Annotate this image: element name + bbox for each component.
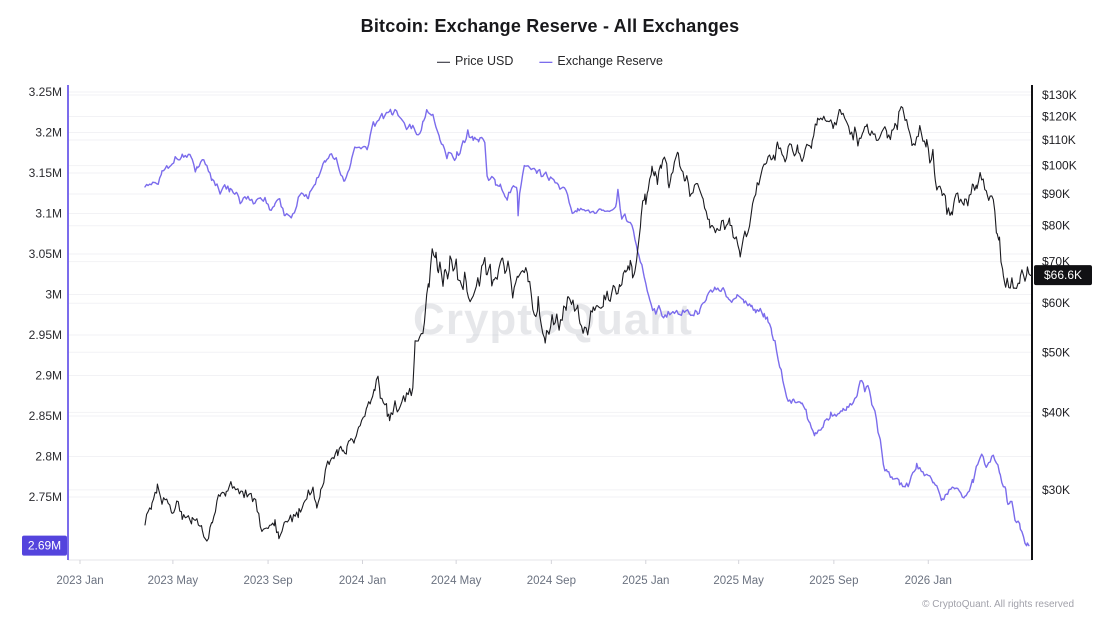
svg-text:2023 Jan: 2023 Jan [56, 575, 103, 587]
svg-text:3.25M: 3.25M [29, 85, 62, 99]
svg-text:2023 May: 2023 May [148, 575, 199, 587]
legend: — Price USD — Exchange Reserve [0, 54, 1100, 68]
exchange-reserve-line[interactable] [144, 108, 1030, 547]
svg-text:$90K: $90K [1042, 187, 1070, 201]
copyright-notice: © CryptoQuant. All rights reserved [922, 599, 1074, 610]
legend-item-price-usd[interactable]: — Price USD [437, 54, 513, 68]
price-usd-line[interactable] [144, 106, 1033, 542]
svg-text:$30K: $30K [1042, 483, 1070, 497]
svg-text:$66.6K: $66.6K [1044, 268, 1082, 282]
svg-text:3.2M: 3.2M [35, 126, 62, 140]
y-axis-right-labels: $130K$120K$110K$100K$90K$80K$70K$60K$50K… [1042, 88, 1077, 497]
svg-text:3.1M: 3.1M [35, 207, 62, 221]
svg-text:$60K: $60K [1042, 296, 1070, 310]
svg-text:2025 May: 2025 May [713, 575, 764, 587]
svg-text:2.85M: 2.85M [29, 409, 62, 423]
exchange-reserve-legend-swatch-icon: — [539, 53, 553, 69]
svg-text:2026 Jan: 2026 Jan [905, 575, 952, 587]
price-usd-legend-swatch-icon: — [437, 53, 451, 69]
price-current-badge: $66.6K [1034, 265, 1092, 286]
svg-text:3.15M: 3.15M [29, 166, 62, 180]
svg-text:2025 Jan: 2025 Jan [622, 575, 669, 587]
legend-item-exchange-reserve[interactable]: — Exchange Reserve [539, 54, 663, 68]
svg-text:$40K: $40K [1042, 405, 1070, 419]
svg-text:$120K: $120K [1042, 110, 1077, 124]
svg-text:2023 Sep: 2023 Sep [243, 575, 292, 587]
svg-text:2.8M: 2.8M [35, 450, 62, 464]
svg-text:2.9M: 2.9M [35, 369, 62, 383]
svg-text:2024 Sep: 2024 Sep [527, 575, 576, 587]
svg-text:2025 Sep: 2025 Sep [809, 575, 858, 587]
svg-text:2024 May: 2024 May [431, 575, 482, 587]
svg-text:2.95M: 2.95M [29, 328, 62, 342]
svg-text:2.75M: 2.75M [29, 490, 62, 504]
x-axis: 2023 Jan 2023 May 2023 Sep 2024 Jan 2024 May… [56, 559, 1032, 587]
reserve-current-badge: 2.69M [22, 535, 67, 556]
svg-text:2024 Jan: 2024 Jan [339, 575, 386, 587]
svg-text:2.69M: 2.69M [28, 539, 61, 553]
legend-label-exchange-reserve: Exchange Reserve [557, 54, 663, 68]
y-axis-left-labels: 3.25M 3.2M 3.15M 3.1M 3.05M 3M 2.95M 2.9M 2.85M 2… [29, 85, 62, 504]
svg-text:$110K: $110K [1042, 133, 1076, 147]
legend-label-price-usd: Price USD [455, 54, 514, 68]
svg-text:3.05M: 3.05M [29, 247, 62, 261]
svg-text:$50K: $50K [1042, 345, 1070, 359]
svg-text:$100K: $100K [1042, 159, 1077, 173]
svg-text:$130K: $130K [1042, 88, 1077, 102]
svg-text:3M: 3M [45, 288, 62, 302]
gridlines [69, 91, 1031, 498]
svg-text:$80K: $80K [1042, 219, 1070, 233]
chart-title: Bitcoin: Exchange Reserve - All Exchange… [360, 16, 740, 36]
